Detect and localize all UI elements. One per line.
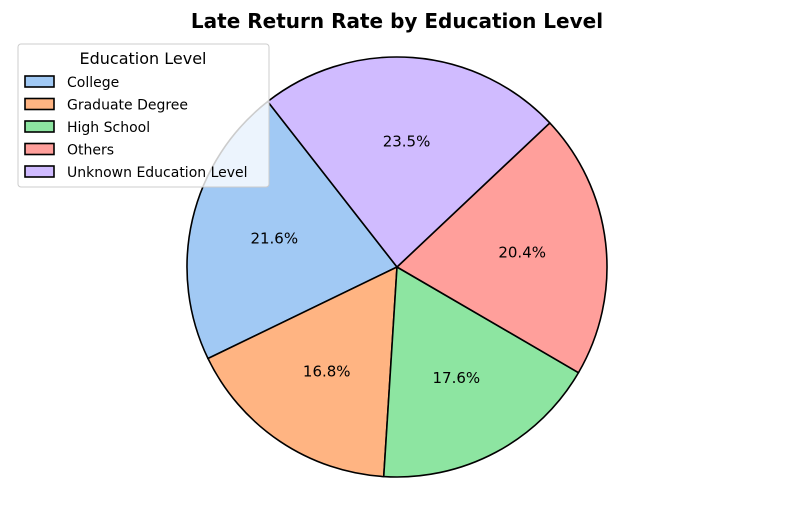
pie-slice-unknown-education-level <box>266 56 551 268</box>
percentage-labels: 21.6% 16.8% 17.6% 20.4% 23.5% <box>250 132 546 387</box>
legend-label-high-school: High School <box>67 120 150 136</box>
pct-label-college: 21.6% <box>250 229 298 247</box>
legend-frame <box>17 43 270 188</box>
legend-label-graduate-degree: Graduate Degree <box>67 98 188 114</box>
legend-title: Education Level <box>80 49 207 68</box>
legend-label-college: College <box>67 75 119 91</box>
pct-label-unknown-education-level: 23.5% <box>383 132 431 150</box>
legend-swatch-high-school <box>24 120 55 133</box>
legend-swatch-graduate-degree <box>24 97 55 111</box>
legend-swatch-others <box>24 142 55 156</box>
legend-label-unknown-education-level: Unknown Education Level <box>67 165 248 181</box>
legend-swatch-college <box>24 75 55 88</box>
legend-items: College Graduate Degree High School Others U… <box>24 75 248 181</box>
pct-label-high-school: 17.6% <box>433 369 481 387</box>
pct-label-graduate-degree: 16.8% <box>303 363 351 381</box>
chart-title: Late Return Rate by Education Level <box>191 9 603 33</box>
pct-label-others: 20.4% <box>498 244 546 262</box>
legend: Education Level College Graduate Degree Hi… <box>17 43 270 188</box>
pie-slice-others <box>396 122 608 374</box>
legend-swatch-unknown-education-level <box>24 165 55 178</box>
pie-slice-high-school <box>382 266 580 478</box>
pie-slices <box>186 56 608 478</box>
legend-label-others: Others <box>67 143 114 159</box>
pie-slice-graduate-degree <box>207 266 398 478</box>
